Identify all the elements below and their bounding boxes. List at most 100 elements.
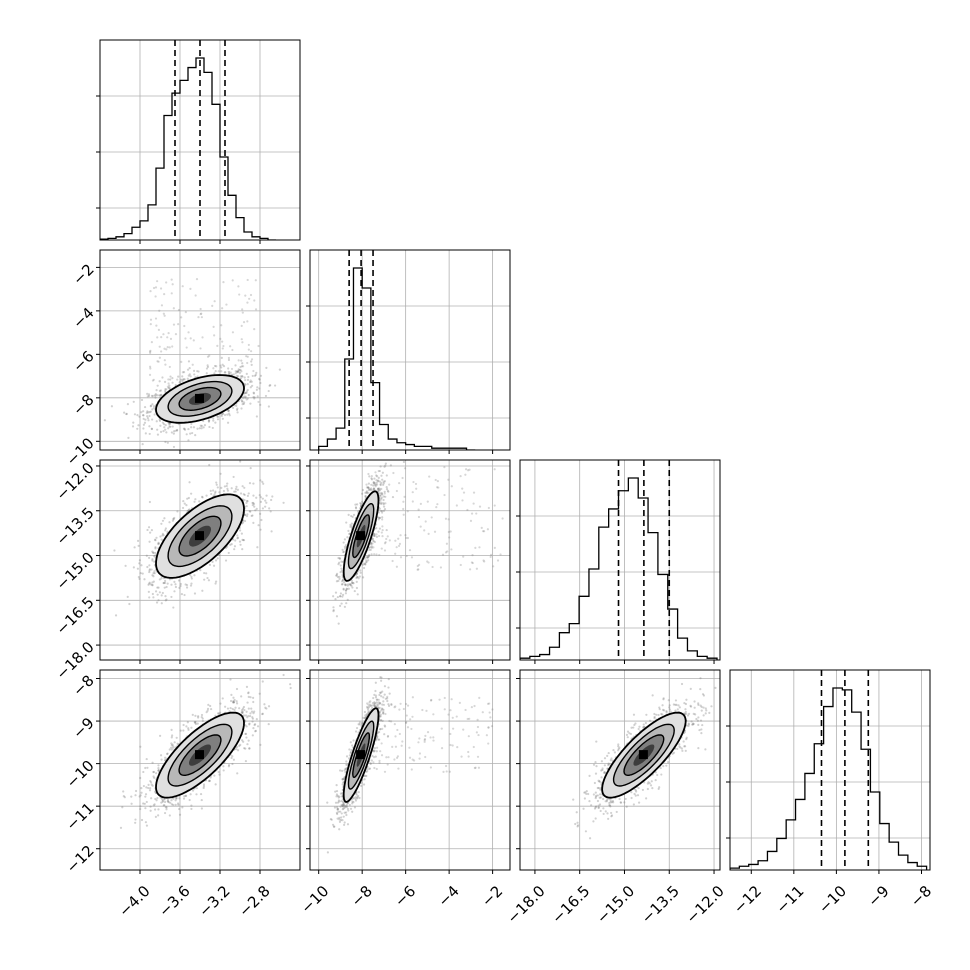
scatter-point (385, 474, 388, 477)
scatter-point (378, 516, 382, 519)
scatter-point (159, 535, 162, 538)
scatter-point (232, 701, 236, 704)
scatter-point (201, 496, 204, 499)
scatter-point (139, 571, 142, 575)
scatter-point (221, 412, 225, 415)
scatter-point (242, 538, 245, 542)
scatter-point (163, 380, 167, 383)
scatter-point (341, 583, 344, 586)
scatter-point (176, 510, 179, 513)
scatter-point (373, 482, 376, 485)
scatter-point (230, 756, 233, 760)
scatter-point (437, 486, 440, 489)
scatter-point (207, 779, 211, 783)
scatter-point (258, 377, 261, 380)
scatter-point (174, 383, 177, 387)
scatter-point (411, 500, 414, 503)
scatter-point (370, 553, 373, 556)
scatter-point (338, 557, 341, 560)
scatter-point (478, 546, 481, 549)
scatter-point (368, 475, 371, 478)
scatter-point (168, 425, 171, 428)
scatter-point (161, 532, 164, 535)
scatter-point (212, 564, 216, 567)
scatter-point (474, 546, 477, 549)
scatter-point (158, 418, 161, 421)
scatter-point (373, 477, 376, 480)
scatter-point (352, 513, 356, 516)
scatter-point (212, 367, 215, 370)
scatter-point (221, 307, 224, 310)
scatter-point (217, 712, 220, 715)
scatter-point (365, 559, 368, 562)
scatter-point (185, 586, 189, 589)
scatter-point (175, 428, 179, 432)
scatter-point (398, 482, 401, 485)
scatter-point (187, 496, 190, 500)
scatter-point (338, 575, 341, 578)
scatter-point (269, 384, 272, 387)
scatter-point (138, 559, 141, 562)
scatter-point (228, 371, 231, 374)
scatter-point (402, 460, 406, 464)
scatter-point (168, 423, 171, 426)
scatter-point (131, 425, 135, 428)
scatter-point (259, 528, 262, 531)
scatter-point (245, 505, 248, 508)
scatter-point (140, 398, 144, 402)
scatter-point (387, 490, 390, 493)
scatter-point (489, 555, 492, 559)
scatter-point (338, 557, 342, 560)
scatter-point (164, 388, 167, 391)
scatter-point (447, 530, 450, 534)
scatter-point (226, 489, 230, 492)
scatter-point (247, 393, 250, 397)
scatter-point (340, 560, 343, 563)
scatter-point (380, 502, 383, 506)
scatter-point (381, 535, 384, 538)
scatter-point (341, 595, 344, 598)
scatter-point (417, 508, 420, 511)
scatter-point (167, 386, 170, 390)
scatter-point (166, 582, 169, 585)
scatter-point (379, 483, 382, 486)
scatter-point (376, 487, 380, 490)
scatter-point (236, 537, 239, 540)
scatter-point (155, 389, 158, 392)
scatter-point (195, 278, 199, 281)
scatter-point (213, 493, 216, 496)
scatter-point (223, 413, 227, 417)
scatter-point (383, 490, 386, 493)
scatter-point (212, 419, 215, 422)
scatter-point (341, 579, 344, 582)
scatter-point (147, 394, 151, 398)
scatter-point (335, 580, 339, 583)
scatter-point (179, 378, 183, 381)
scatter-point (205, 572, 208, 575)
scatter-point (193, 721, 197, 724)
scatter-point (399, 556, 403, 559)
scatter-point (185, 725, 188, 728)
scatter-point (236, 488, 239, 491)
scatter-point (140, 411, 143, 414)
scatter-point (267, 389, 270, 393)
scatter-point (163, 292, 166, 296)
scatter-point (151, 558, 154, 561)
scatter-point (153, 555, 156, 558)
scatter-point (343, 545, 346, 548)
scatter-point (241, 548, 244, 551)
scatter-point (236, 536, 240, 539)
scatter-point (385, 528, 388, 532)
scatter-point (194, 434, 197, 437)
scatter-point (372, 480, 375, 484)
scatter-point (245, 355, 248, 358)
scatter-point (165, 388, 168, 391)
scatter-point (151, 784, 154, 787)
scatter-point (158, 419, 162, 422)
scatter-point (199, 347, 202, 350)
scatter-point (347, 587, 350, 590)
scatter-point (188, 798, 191, 802)
scatter-point (244, 391, 247, 394)
scatter-point (233, 548, 236, 551)
scatter-point (174, 429, 177, 432)
